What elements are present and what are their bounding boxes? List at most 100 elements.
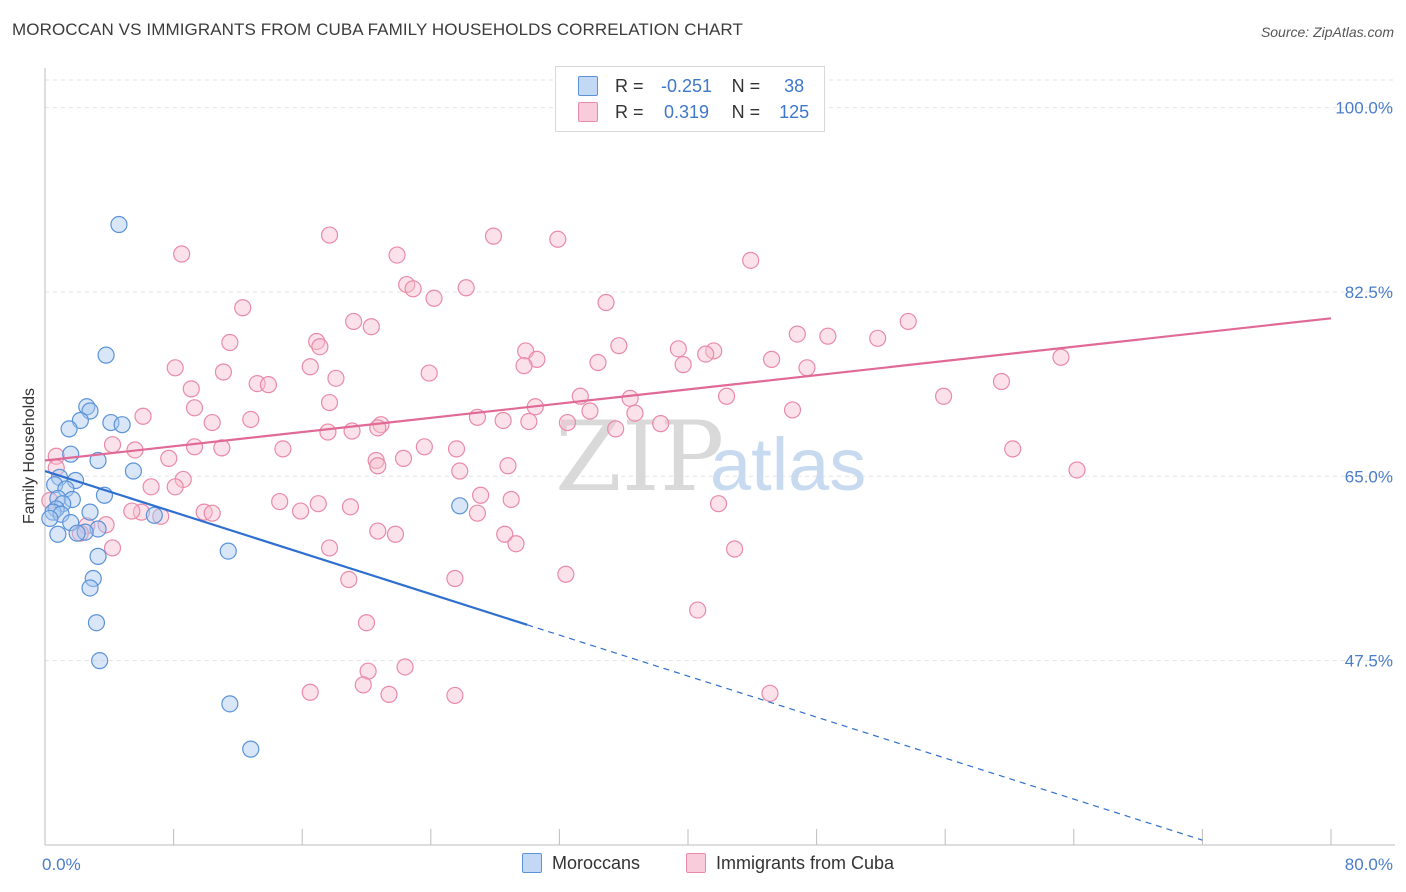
cuba-point	[134, 407, 152, 425]
y-tick-label: 82.5%	[1345, 283, 1393, 302]
cuba-point	[520, 412, 538, 431]
cuba-point	[271, 492, 289, 511]
cuba-point	[394, 449, 413, 467]
moroccan-point	[89, 451, 107, 470]
cuba-point	[301, 358, 319, 376]
moroccan-point	[47, 500, 65, 518]
cuba-point	[992, 372, 1011, 391]
cuba-point	[697, 345, 715, 363]
cuba-point	[869, 329, 887, 347]
r-label: R =	[615, 101, 644, 122]
cuba-point	[369, 522, 387, 540]
cuba-point	[557, 565, 575, 583]
gridlines	[45, 79, 1395, 662]
blue-swatch	[522, 853, 542, 874]
cuba-point	[502, 490, 520, 509]
axes	[44, 68, 1395, 846]
cuba-point	[396, 658, 414, 676]
cuba-point	[610, 337, 628, 355]
cuba-point	[496, 525, 514, 543]
n-value: 125	[779, 101, 810, 122]
cuba-point	[674, 356, 692, 374]
moroccan-trend-line	[44, 469, 528, 626]
moroccan-point	[84, 569, 102, 588]
moroccan-point	[46, 476, 64, 494]
watermark: ZIP atlas	[555, 401, 866, 513]
legend-row-moroccans: R = -0.251 N = 38	[578, 75, 823, 101]
moroccan-point	[41, 509, 59, 528]
cuba-point	[242, 410, 260, 429]
cuba-point	[388, 246, 406, 264]
cuba-point	[415, 438, 433, 456]
cuba-point	[819, 327, 837, 345]
cuba-point	[185, 438, 204, 456]
cuba-point	[327, 369, 345, 387]
cuba-point	[726, 540, 744, 558]
pink-swatch	[686, 853, 706, 874]
legend-row-cuba: R = 0.319 N = 125	[578, 101, 823, 127]
moroccan-point	[145, 506, 163, 524]
moroccan-point	[124, 462, 143, 480]
y-tick-label: 65.0%	[1345, 467, 1393, 486]
moroccan-trend-extension	[527, 624, 1203, 841]
series-moroccans	[41, 215, 469, 758]
n-value: 38	[784, 75, 805, 96]
cuba-point	[214, 363, 233, 381]
moroccan-point	[219, 542, 237, 560]
bottom-legend-cuba: Immigrants from Cuba	[686, 852, 894, 874]
moroccan-point	[113, 416, 131, 434]
cuba-point	[97, 516, 115, 534]
moroccan-point	[87, 614, 106, 632]
cuba-point	[499, 457, 517, 475]
cuba-point	[472, 486, 490, 504]
cuba-point	[1068, 461, 1086, 479]
r-value: 0.319	[664, 101, 710, 122]
cuba-point	[581, 402, 599, 420]
n-label: N =	[731, 101, 761, 122]
moroccan-point	[91, 652, 109, 670]
cuba-point	[468, 504, 487, 522]
cuba-point	[173, 245, 191, 263]
cuba-point	[182, 380, 200, 398]
cuba-point	[142, 478, 160, 496]
source-credit: Source: ZipAtlas.com	[1260, 24, 1394, 40]
moroccan-point	[62, 445, 80, 463]
cuba-trend-line	[44, 317, 1332, 462]
cuba-point	[621, 389, 639, 407]
cuba-point	[320, 226, 339, 244]
r-value: -0.251	[661, 75, 713, 96]
cuba-point	[934, 387, 953, 405]
cuba-point	[507, 535, 525, 553]
cuba-point	[597, 293, 615, 312]
cuba-point	[549, 230, 567, 248]
cuba-point	[301, 683, 319, 701]
cuba-point	[123, 502, 141, 520]
legend-label: Immigrants from Cuba	[716, 852, 895, 873]
cuba-point	[798, 359, 816, 377]
cuba-point	[742, 251, 760, 269]
chart-title: MOROCCAN VS IMMIGRANTS FROM CUBA FAMILY …	[12, 20, 743, 39]
cuba-point	[709, 495, 728, 513]
cuba-point	[369, 457, 387, 475]
cuba-point	[626, 404, 644, 422]
watermark-atlas: atlas	[710, 423, 866, 506]
cuba-point	[259, 376, 278, 394]
correlation-legend: R = -0.251 N = 38 R = 0.319 N = 125	[555, 66, 825, 132]
legend-label: Moroccans	[552, 852, 641, 873]
cuba-point	[354, 676, 372, 694]
cuba-point	[386, 525, 405, 543]
moroccan-point	[221, 695, 239, 713]
moroccan-point	[60, 420, 78, 438]
n-label: N =	[731, 75, 761, 96]
x-tick-label-right: 80.0%	[1345, 855, 1393, 874]
cuba-point	[761, 684, 779, 702]
series-immigrants-from-cuba	[41, 226, 1086, 705]
cuba-point	[345, 312, 363, 331]
cuba-point	[457, 279, 475, 297]
cuba-point	[899, 312, 917, 331]
cuba-point	[762, 350, 781, 368]
cuba-point	[484, 227, 503, 245]
cuba-point	[320, 393, 339, 412]
cuba-point	[494, 411, 512, 430]
